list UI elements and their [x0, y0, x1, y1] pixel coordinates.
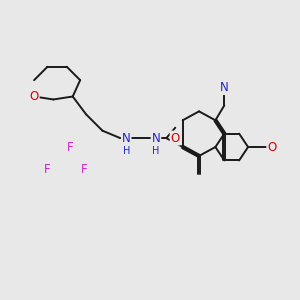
Text: H: H: [152, 146, 160, 157]
Text: F: F: [44, 163, 51, 176]
Text: N: N: [220, 81, 229, 94]
Text: O: O: [267, 140, 277, 154]
Text: N: N: [122, 132, 130, 145]
Text: F: F: [81, 163, 88, 176]
Text: H: H: [122, 146, 130, 157]
Text: F: F: [66, 140, 73, 154]
Text: O: O: [29, 90, 39, 103]
Text: O: O: [171, 132, 180, 145]
Text: N: N: [152, 132, 160, 145]
